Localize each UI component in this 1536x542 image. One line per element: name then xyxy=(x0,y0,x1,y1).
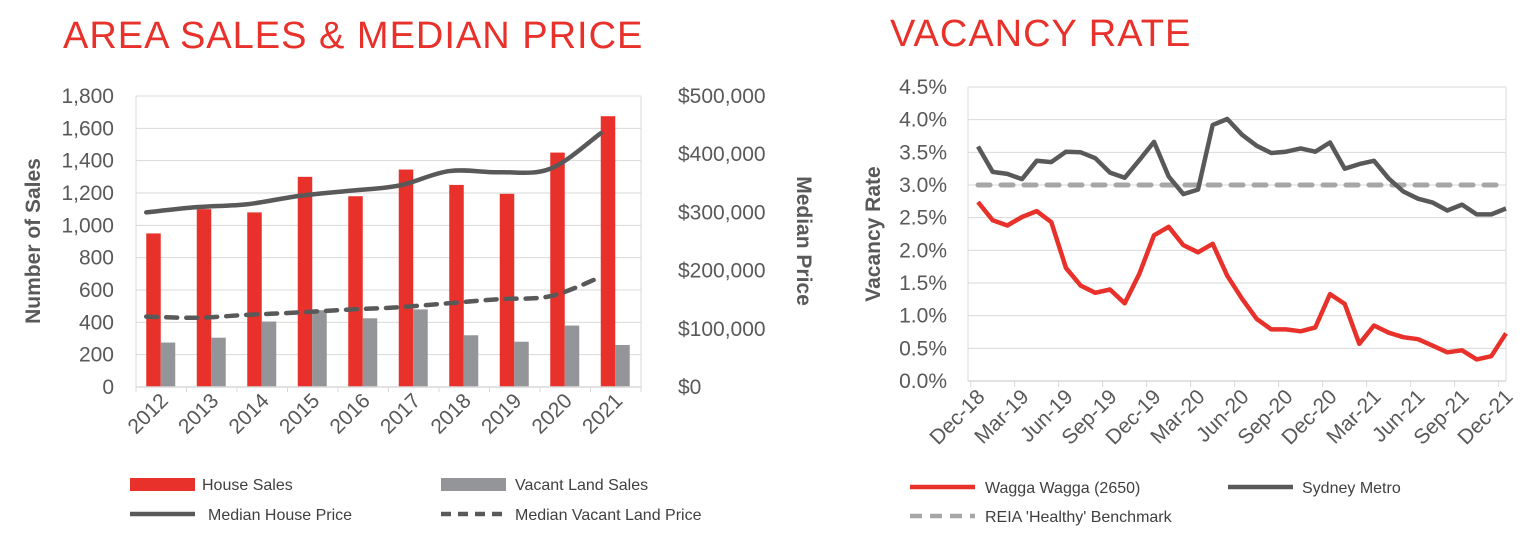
x-tick-label: 2018 xyxy=(426,389,475,438)
x-tick-label: 2016 xyxy=(325,389,374,438)
legend-label: Sydney Metro xyxy=(1302,480,1401,497)
y-axis-title: Number of Sales xyxy=(22,158,45,324)
x-tick-label: 2017 xyxy=(376,389,425,438)
y2-tick-label: $100,000 xyxy=(678,318,766,341)
y-tick-label: 1,400 xyxy=(61,150,114,173)
bar-vacant-land-sales xyxy=(413,309,428,387)
legend-label: Median Vacant Land Price xyxy=(515,507,702,524)
legend-label: REIA 'Healthy' Benchmark xyxy=(985,509,1173,526)
bar-house-sales xyxy=(146,233,161,387)
bar-vacant-land-sales xyxy=(615,344,630,387)
x-tick-label: 2015 xyxy=(275,389,324,438)
line-median-vacant-land-price xyxy=(144,274,603,321)
bar-house-sales xyxy=(297,176,313,387)
bar-vacant-land-sales xyxy=(463,335,479,387)
y2-tick-label: $300,000 xyxy=(678,201,766,224)
y2-tick-label: $400,000 xyxy=(678,143,766,166)
y2-tick-label: $0 xyxy=(678,376,701,399)
y-tick-label: 1,000 xyxy=(61,214,114,237)
legend-label: House Sales xyxy=(202,477,293,494)
bar-house-sales xyxy=(247,212,262,387)
y-tick-label: 3.5% xyxy=(899,141,947,164)
y-tick-label: 4.5% xyxy=(899,76,947,99)
legend-swatch-vacant-land-sales xyxy=(441,478,506,491)
y-tick-label: 1,600 xyxy=(61,117,114,140)
y2-tick-label: $500,000 xyxy=(678,85,766,108)
legend-label: Vacant Land Sales xyxy=(515,477,648,494)
bar-house-sales xyxy=(550,152,565,387)
legend-label: Wagga Wagga (2650) xyxy=(985,480,1140,497)
y-tick-label: 1.5% xyxy=(899,272,947,295)
bar-vacant-land-sales xyxy=(261,321,277,387)
y-tick-label: 200 xyxy=(79,344,114,367)
bar-house-sales xyxy=(499,193,515,387)
x-tick-label: 2012 xyxy=(123,389,172,438)
y2-tick-label: $200,000 xyxy=(678,260,766,283)
y-tick-label: 0 xyxy=(102,376,114,399)
y-tick-label: 0.5% xyxy=(899,337,947,360)
x-tick-label: 2020 xyxy=(527,389,576,438)
bar-vacant-land-sales xyxy=(362,318,378,387)
y-tick-label: 3.0% xyxy=(899,174,947,197)
x-tick-label: 2019 xyxy=(477,389,526,438)
bar-house-sales xyxy=(348,196,363,387)
y-tick-label: 400 xyxy=(79,311,114,334)
x-tick-label: 2021 xyxy=(578,389,627,438)
y-tick-label: 1.0% xyxy=(899,305,947,328)
bar-vacant-land-sales xyxy=(312,310,327,387)
x-tick-label: 2013 xyxy=(174,389,223,438)
y-tick-label: 4.0% xyxy=(899,109,947,132)
legend-label: Median House Price xyxy=(208,507,352,524)
line-wagga-wagga xyxy=(976,200,1508,362)
legend-swatch-house-sales xyxy=(130,478,195,491)
y-tick-label: 2.5% xyxy=(899,207,947,230)
chart-title: AREA SALES & MEDIAN PRICE xyxy=(63,15,643,57)
bar-house-sales xyxy=(600,116,616,387)
bar-vacant-land-sales xyxy=(211,337,226,387)
y-tick-label: 1,200 xyxy=(61,182,114,205)
bar-vacant-land-sales xyxy=(514,341,529,387)
y-tick-label: 600 xyxy=(79,279,114,302)
y-tick-label: 2.0% xyxy=(899,239,947,262)
chart-title: VACANCY RATE xyxy=(890,13,1191,55)
y-tick-label: 800 xyxy=(79,247,114,270)
y-axis-title: Vacancy Rate xyxy=(862,166,885,301)
bar-vacant-land-sales xyxy=(564,325,580,387)
x-tick-label: 2014 xyxy=(224,389,274,439)
bar-vacant-land-sales xyxy=(160,342,176,387)
bar-house-sales xyxy=(398,169,414,387)
y2-axis-title: Median Price xyxy=(792,176,815,306)
y-tick-label: 0.0% xyxy=(899,370,947,393)
y-tick-label: 1,800 xyxy=(61,85,114,108)
line-sydney-metro xyxy=(976,116,1507,217)
line-median-house-price xyxy=(144,130,603,215)
bar-house-sales xyxy=(449,184,464,387)
bar-house-sales xyxy=(196,209,212,387)
